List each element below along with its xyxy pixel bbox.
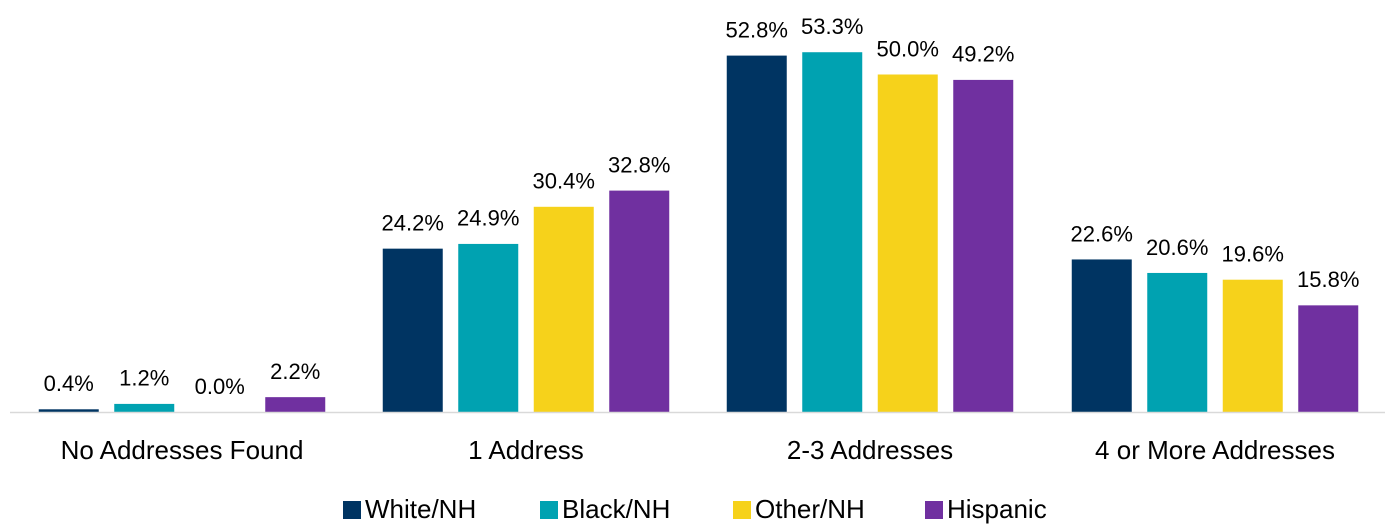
bar [1222, 279, 1283, 412]
data-label: 2.2% [270, 359, 320, 384]
data-label: 49.2% [952, 42, 1014, 67]
bar [114, 403, 175, 412]
data-label: 24.2% [382, 210, 444, 235]
legend-label: Other/NH [755, 494, 865, 524]
x-tick-label: 1 Address [468, 435, 584, 465]
legend-swatch [540, 501, 558, 519]
data-label: 52.8% [726, 17, 788, 42]
bar [458, 243, 519, 412]
bar [802, 52, 863, 412]
data-label: 24.9% [457, 206, 519, 231]
legend-swatch [925, 501, 943, 519]
bar [609, 190, 670, 412]
data-label: 22.6% [1071, 221, 1133, 246]
x-tick-label: No Addresses Found [61, 435, 304, 465]
bar [1147, 272, 1208, 412]
bar [533, 206, 594, 412]
x-tick-label: 4 or More Addresses [1095, 435, 1335, 465]
data-label: 0.0% [195, 374, 245, 399]
legend-label: Black/NH [562, 494, 670, 524]
data-label: 19.6% [1222, 242, 1284, 267]
bar [953, 79, 1014, 413]
legend-label: White/NH [365, 494, 476, 524]
bar [265, 397, 326, 412]
legend-swatch [733, 501, 751, 519]
data-label: 20.6% [1146, 235, 1208, 260]
data-label: 1.2% [119, 366, 169, 391]
data-label: 0.4% [44, 371, 94, 396]
data-label: 50.0% [877, 36, 939, 61]
legend-swatch [343, 501, 361, 519]
bar [1071, 259, 1132, 412]
legend-label: Hispanic [947, 494, 1047, 524]
x-tick-label: 2-3 Addresses [787, 435, 953, 465]
data-label: 30.4% [533, 169, 595, 194]
data-label: 32.8% [608, 152, 670, 177]
bar [877, 74, 938, 412]
bar [1298, 305, 1359, 412]
bar [726, 55, 787, 412]
data-label: 53.3% [801, 14, 863, 39]
bar [38, 409, 99, 412]
bar [382, 248, 443, 412]
data-label: 15.8% [1297, 267, 1359, 292]
